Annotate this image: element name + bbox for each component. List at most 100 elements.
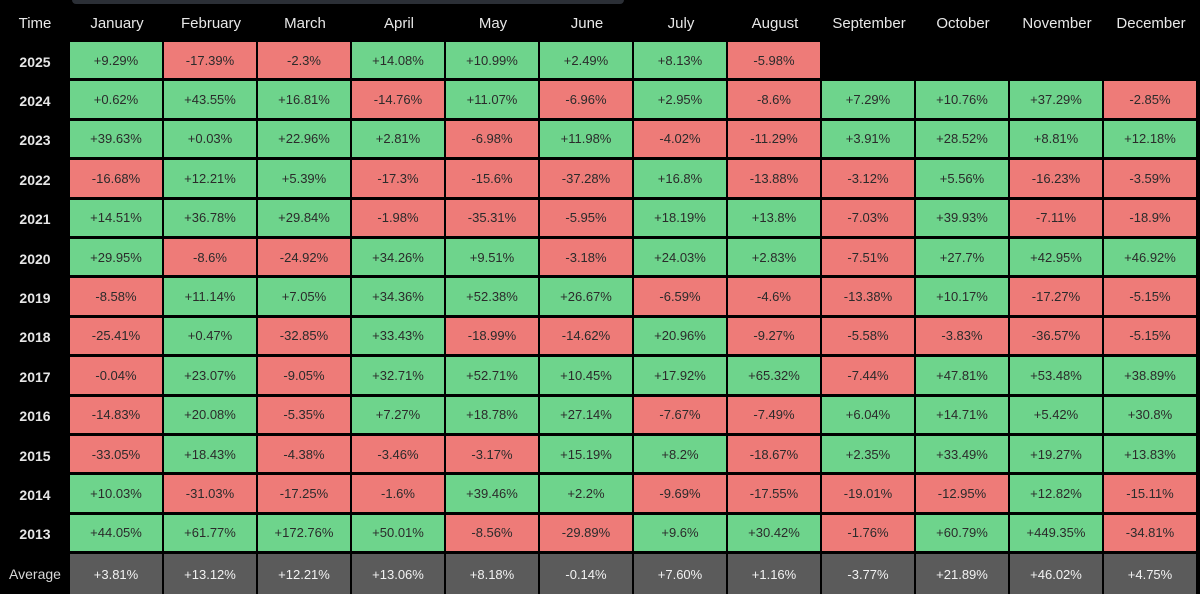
return-cell: +3.91%: [822, 120, 914, 158]
return-cell: +20.96%: [634, 317, 726, 355]
return-cell: -7.67%: [634, 396, 726, 433]
return-cell: +33.49%: [916, 435, 1008, 473]
return-cell: +10.03%: [70, 475, 162, 512]
return-cell: +36.78%: [164, 199, 256, 236]
return-cell: +61.77%: [164, 514, 256, 552]
return-cell: -5.95%: [540, 199, 632, 236]
return-cell: +15.19%: [540, 435, 632, 473]
return-cell: -6.96%: [540, 81, 632, 118]
return-cell: +10.99%: [446, 42, 538, 79]
return-cell: +18.78%: [446, 396, 538, 433]
return-cell: -3.59%: [1104, 160, 1196, 197]
return-cell: +0.47%: [164, 317, 256, 355]
average-cell: +4.75%: [1104, 554, 1196, 594]
return-cell: +11.98%: [540, 120, 632, 158]
return-cell: -5.58%: [822, 317, 914, 355]
return-cell: -9.05%: [258, 357, 350, 394]
return-cell: [916, 42, 1008, 78]
row-label-year: 2021: [19, 211, 51, 228]
column-header-month: June: [570, 14, 604, 32]
average-cell: +12.21%: [258, 554, 350, 594]
return-cell: +11.07%: [446, 81, 538, 118]
return-cell: +13.8%: [728, 199, 820, 236]
return-cell: +38.89%: [1104, 357, 1196, 394]
row-label-year: 2024: [19, 93, 51, 110]
average-cell: +1.16%: [728, 554, 820, 594]
top-scrollbar[interactable]: [72, 0, 624, 4]
return-cell: +10.45%: [540, 357, 632, 394]
return-cell: +18.43%: [164, 435, 256, 473]
return-cell: +19.27%: [1010, 435, 1102, 473]
column-header-month: September: [832, 14, 906, 32]
return-cell: -13.88%: [728, 160, 820, 197]
row-label-year: 2019: [19, 290, 51, 307]
return-cell: -17.3%: [352, 160, 444, 197]
return-cell: +44.05%: [70, 514, 162, 552]
return-cell: +47.81%: [916, 357, 1008, 394]
row-label-year: 2025: [19, 53, 51, 70]
return-cell: [1104, 42, 1196, 78]
row-label-year: 2018: [19, 329, 51, 346]
return-cell: +37.29%: [1010, 81, 1102, 118]
return-cell: -1.98%: [352, 199, 444, 236]
return-cell: +34.36%: [352, 278, 444, 315]
return-cell: +27.7%: [916, 238, 1008, 276]
return-cell: -17.27%: [1010, 278, 1102, 315]
return-cell: +43.55%: [164, 81, 256, 118]
return-cell: -3.12%: [822, 160, 914, 197]
return-cell: -31.03%: [164, 475, 256, 512]
return-cell: -18.99%: [446, 317, 538, 355]
return-cell: +29.84%: [258, 199, 350, 236]
return-cell: +34.26%: [352, 238, 444, 276]
return-cell: +12.18%: [1104, 120, 1196, 158]
return-cell: +5.56%: [916, 160, 1008, 197]
return-cell: -14.76%: [352, 81, 444, 118]
return-cell: -2.85%: [1104, 81, 1196, 118]
column-header-month: April: [383, 14, 414, 32]
return-cell: +7.05%: [258, 278, 350, 315]
return-cell: +9.29%: [70, 42, 162, 79]
return-cell: +20.08%: [164, 396, 256, 433]
return-cell: +5.39%: [258, 160, 350, 197]
return-cell: +18.19%: [634, 199, 726, 236]
average-cell: -0.14%: [540, 554, 632, 594]
return-cell: +449.35%: [1010, 514, 1102, 552]
return-cell: +39.46%: [446, 475, 538, 512]
column-header-month: October: [936, 14, 990, 32]
return-cell: -33.05%: [70, 435, 162, 473]
return-cell: -9.69%: [634, 475, 726, 512]
average-cell: -3.77%: [822, 554, 914, 594]
return-cell: +10.17%: [916, 278, 1008, 315]
return-cell: -8.6%: [164, 238, 256, 276]
return-cell: -7.44%: [822, 357, 914, 394]
return-cell: +30.8%: [1104, 396, 1196, 433]
return-cell: +26.67%: [540, 278, 632, 315]
return-cell: -17.39%: [164, 42, 256, 79]
return-cell: +2.83%: [728, 238, 820, 276]
return-cell: +52.71%: [446, 357, 538, 394]
return-cell: -6.59%: [634, 278, 726, 315]
return-cell: -5.98%: [728, 42, 820, 79]
return-cell: +10.76%: [916, 81, 1008, 118]
average-cell: +7.60%: [634, 554, 726, 594]
return-cell: +27.14%: [540, 396, 632, 433]
return-cell: -13.38%: [822, 278, 914, 315]
return-cell: +5.42%: [1010, 396, 1102, 433]
return-cell: +14.51%: [70, 199, 162, 236]
return-cell: -15.11%: [1104, 475, 1196, 512]
return-cell: +32.71%: [352, 357, 444, 394]
return-cell: +0.62%: [70, 81, 162, 118]
return-cell: -0.04%: [70, 357, 162, 394]
return-cell: +22.96%: [258, 120, 350, 158]
row-label-year: 2017: [19, 368, 51, 385]
return-cell: -8.6%: [728, 81, 820, 118]
return-cell: -18.9%: [1104, 199, 1196, 236]
return-cell: +2.2%: [540, 475, 632, 512]
row-label-year: 2015: [19, 447, 51, 464]
column-header-month: May: [478, 14, 508, 32]
return-cell: +2.81%: [352, 120, 444, 158]
return-cell: +14.08%: [352, 42, 444, 79]
return-cell: -11.29%: [728, 120, 820, 158]
return-cell: +14.71%: [916, 396, 1008, 433]
